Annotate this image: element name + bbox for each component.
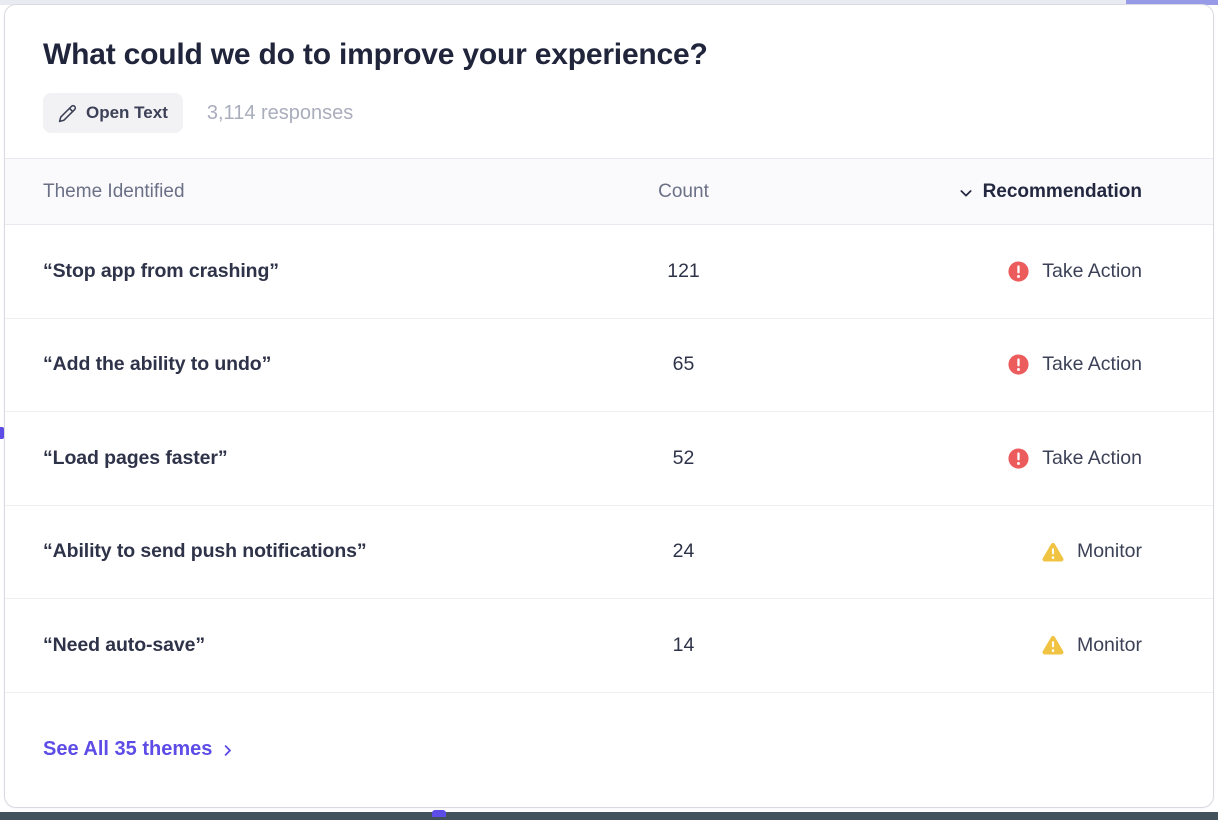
see-all-themes-link[interactable]: See All 35 themes	[43, 738, 235, 761]
column-header-count[interactable]: Count	[658, 180, 709, 202]
count-cell: 14	[672, 633, 695, 656]
alert-circle-icon	[1007, 447, 1030, 470]
alert-circle-icon	[1007, 260, 1030, 283]
count-cell: 121	[667, 259, 700, 282]
question-type-label: Open Text	[86, 103, 168, 122]
pencil-icon	[58, 104, 77, 123]
chevron-down-icon	[958, 183, 974, 201]
question-summary-card: What could we do to improve your experie…	[4, 4, 1214, 808]
table-body: “Stop app from crashing” 121	[5, 225, 1213, 693]
table-footer: See All 35 themes	[5, 693, 1213, 808]
theme-cell: “Add the ability to undo”	[43, 353, 272, 376]
column-header-recommendation[interactable]: Recommendation	[746, 181, 1142, 203]
question-title: What could we do to improve your experie…	[43, 38, 708, 71]
see-all-themes-label: See All 35 themes	[43, 738, 213, 761]
page-bottom-bar-accent	[432, 810, 446, 817]
recommendation-cell: Take Action	[746, 447, 1142, 470]
column-header-theme[interactable]: Theme Identified	[43, 180, 185, 202]
response-count: 3,114 responses	[206, 101, 354, 124]
recommendation-cell: Take Action	[746, 353, 1142, 376]
table-row[interactable]: “Stop app from crashing” 121	[5, 225, 1213, 319]
question-type-badge: Open Text	[43, 93, 183, 133]
alert-circle-icon	[1007, 353, 1030, 376]
recommendation-label: Take Action	[1042, 353, 1142, 376]
page-top-edge-accent	[1126, 0, 1218, 5]
themes-table: Theme Identified Count Recommendation “S…	[5, 158, 1213, 807]
warning-triangle-icon	[1041, 633, 1065, 657]
theme-cell: “Need auto-save”	[43, 633, 206, 656]
page-left-edge-accent	[0, 427, 4, 439]
recommendation-label: Monitor	[1076, 540, 1142, 563]
card-header: What could we do to improve your experie…	[5, 5, 1213, 133]
count-cell: 24	[672, 540, 695, 563]
theme-cell: “Stop app from crashing”	[43, 259, 279, 282]
table-row[interactable]: “Need auto-save” 14	[5, 599, 1213, 693]
chevron-right-icon	[220, 741, 235, 758]
question-meta: Open Text 3,114 responses	[43, 93, 1175, 133]
page-bottom-bar	[0, 812, 1218, 820]
recommendation-cell: Take Action	[746, 260, 1142, 283]
column-header-recommendation-label: Recommendation	[982, 180, 1142, 202]
count-cell: 65	[672, 353, 695, 376]
page-top-edge	[0, 0, 1218, 5]
theme-cell: “Ability to send push notifications”	[43, 540, 367, 563]
table-row[interactable]: “Ability to send push notifications” 24	[5, 505, 1213, 599]
theme-cell: “Load pages faster”	[43, 446, 228, 469]
recommendation-label: Monitor	[1076, 633, 1142, 656]
table-row[interactable]: “Load pages faster” 52	[5, 412, 1213, 506]
table-row[interactable]: “Add the ability to undo” 65	[5, 318, 1213, 412]
recommendation-cell: Monitor	[746, 633, 1142, 657]
recommendation-label: Take Action	[1042, 259, 1142, 282]
recommendation-label: Take Action	[1042, 446, 1142, 469]
recommendation-cell: Monitor	[746, 540, 1142, 564]
count-cell: 52	[672, 446, 695, 469]
warning-triangle-icon	[1041, 540, 1065, 564]
table-header-row: Theme Identified Count Recommendation	[5, 158, 1213, 225]
